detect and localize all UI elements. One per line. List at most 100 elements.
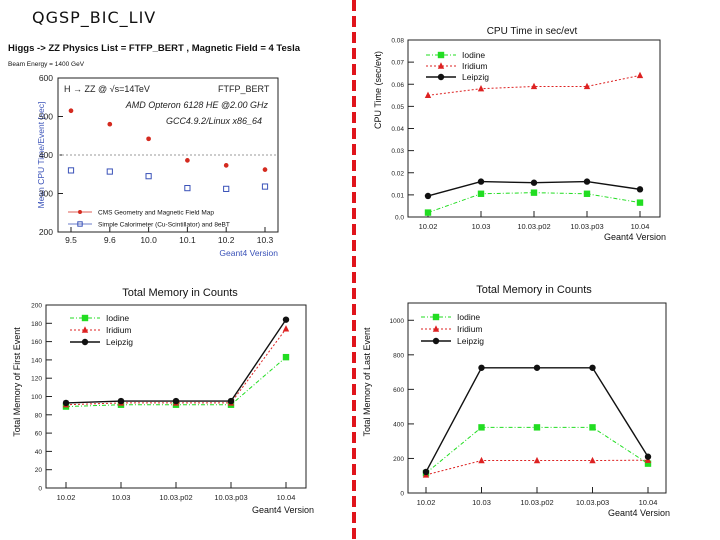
data-point-iridium [477, 84, 485, 92]
x-tick-label: 10.04 [631, 222, 650, 231]
y-tick-label: 0.01 [391, 192, 404, 199]
legend-marker [437, 62, 445, 69]
y-tick-label: 0.08 [391, 38, 404, 45]
data-point-simple-calorimeter-c [145, 173, 152, 180]
legend-label: CMS Geometry and Magnetic Field Map [98, 210, 214, 217]
data-point-leipzig [636, 186, 644, 193]
x-tick-label: 10.1 [179, 235, 196, 245]
legend-marker [432, 337, 440, 345]
legend-label-leipzig: Leipzig [106, 337, 133, 347]
data-point-iridium [533, 456, 541, 464]
x-tick-label: 10.04 [277, 493, 296, 502]
legend-label-iridium: Iridium [106, 325, 132, 335]
data-point-leipzig [644, 453, 652, 460]
data-point-simple-calorimeter-c [106, 168, 113, 175]
x-tick-label: 10.03.p03 [570, 222, 603, 231]
legend-marker [77, 221, 83, 227]
data-point-leipzig [117, 397, 125, 405]
y-tick-label: 300 [39, 189, 53, 199]
data-point-iodine [644, 460, 652, 467]
x-tick-label: 10.03.p03 [576, 498, 609, 507]
data-point-leipzig [478, 364, 485, 371]
y-tick-label: 1000 [390, 318, 405, 325]
data-point-leipzig [282, 316, 290, 323]
legend-label-leipzig: Leipzig [457, 336, 484, 346]
memory-last-event-chart: Total Memory in Counts Total Memory of L… [362, 284, 670, 518]
data-point-iodine [477, 190, 485, 197]
data-point-iridium [530, 82, 538, 90]
data-point-leipzig [227, 397, 235, 405]
x-tick-label: 10.04 [639, 498, 658, 507]
data-point-leipzig [530, 179, 538, 186]
series-line-iridium [65, 328, 287, 406]
x-tick-label: 10.2 [218, 235, 235, 245]
data-point-leipzig [424, 192, 432, 200]
legend-label-iodine: Iodine [106, 313, 129, 323]
x-tick-label: 10.02 [419, 222, 438, 231]
cpu-mean-chart: Higgs -> ZZ Physics List = FTFP_BERT , M… [8, 43, 301, 258]
data-point-simple-calorimeter-c [184, 185, 191, 192]
data-point-iridium [282, 325, 290, 332]
legend-marker [432, 325, 440, 332]
series-line-iridium [427, 74, 641, 96]
legend-marker [78, 210, 82, 214]
y-tick-label: 600 [393, 387, 404, 394]
x-tick-label: 10.03.p02 [520, 498, 553, 507]
data-point-leipzig [477, 178, 485, 185]
cpu-time-chart: CPU Time in sec/evt CPU Time (sec/evt) G… [373, 26, 666, 242]
y-tick-label: 500 [39, 112, 53, 122]
y-tick-label: 20 [35, 467, 43, 474]
x-tick-label: 10.3 [257, 235, 274, 245]
data-point-simple-calorimeter-c [223, 185, 230, 192]
data-point-simple-calorimeter-c [261, 183, 269, 190]
x-tick-label: 10.02 [57, 493, 76, 502]
legend-marker [81, 314, 89, 322]
data-point-leipzig [172, 397, 180, 405]
x-tick-label: 10.03.p02 [159, 493, 192, 502]
legend-marker [81, 338, 89, 346]
box-label-left: H → ZZ @ √s=14TeV [64, 84, 150, 94]
y-axis-label: Total Memory of First Event [12, 327, 22, 437]
data-point-cms-geometry-and-mag [223, 163, 229, 168]
x-tick-label: 10.03.p03 [214, 493, 247, 502]
y-axis-label: Mean CPU Time/Event [sec] [36, 102, 46, 209]
legend-marker [437, 51, 445, 59]
y-axis-label: Total Memory of Last Event [362, 327, 372, 437]
legend-label-iridium: Iridium [462, 61, 488, 71]
x-tick-label: 10.03 [472, 498, 491, 507]
legend-marker [432, 313, 440, 321]
y-tick-label: 0 [400, 491, 404, 498]
data-point-iridium [478, 456, 485, 464]
data-point-iridium [424, 91, 432, 99]
x-axis-label: Geant4 Version [219, 248, 278, 258]
data-point-cms-geometry-and-mag [262, 167, 268, 172]
data-point-iodine [533, 424, 541, 431]
data-point-cms-geometry-and-mag [68, 108, 74, 114]
legend-label-leipzig: Leipzig [462, 72, 489, 82]
data-point-iodine [583, 190, 591, 197]
data-point-iridium [589, 456, 596, 464]
y-axis-label: CPU Time (sec/evt) [373, 51, 383, 129]
legend-marker [81, 326, 89, 333]
x-axis-label: Geant4 Version [604, 232, 666, 242]
y-tick-label: 0.06 [391, 82, 404, 89]
y-tick-label: 140 [31, 357, 42, 364]
data-point-iodine [589, 424, 596, 431]
y-tick-label: 180 [31, 321, 42, 328]
y-tick-label: 400 [393, 421, 404, 428]
data-point-cms-geometry-and-mag [146, 136, 151, 142]
x-tick-label: 10.03 [472, 222, 491, 231]
data-point-iodine [636, 199, 644, 206]
data-point-leipzig [533, 364, 541, 371]
y-tick-label: 400 [39, 150, 53, 160]
chart-title: Total Memory in Counts [122, 287, 238, 299]
y-tick-label: 0.05 [391, 104, 404, 111]
data-point-iridium [583, 82, 591, 90]
y-tick-label: 0.04 [391, 126, 404, 133]
y-tick-label: 0.0 [395, 215, 404, 222]
data-point-leipzig [422, 468, 430, 476]
y-tick-label: 200 [31, 303, 42, 310]
series-line-leipzig [65, 319, 287, 404]
data-point-leipzig [583, 178, 591, 185]
data-point-iodine [424, 209, 432, 216]
